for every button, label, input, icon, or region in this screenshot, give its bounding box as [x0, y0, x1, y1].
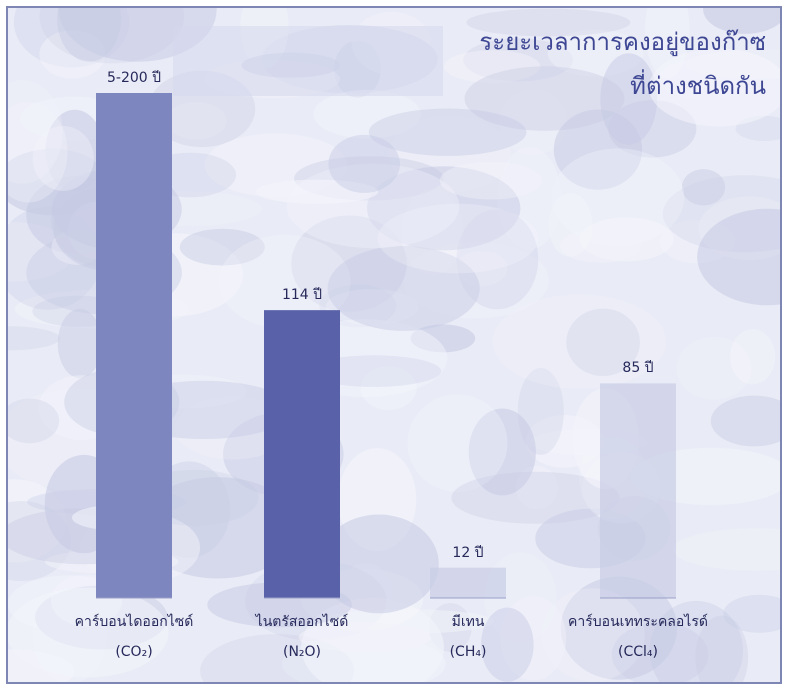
texture-blob	[723, 594, 780, 633]
bar-2	[264, 310, 340, 598]
value-label-1: 5-200 ปี	[106, 70, 162, 86]
texture-blob	[286, 163, 460, 249]
texture-blob	[695, 615, 749, 682]
texture-blob	[499, 89, 568, 156]
texture-blob	[407, 394, 508, 492]
texture-blob	[174, 396, 291, 460]
texture-blob	[703, 8, 780, 34]
texture-blob	[165, 102, 227, 140]
category-name-1: คาร์บอนไดออกไซด์	[74, 614, 194, 630]
texture-blob	[439, 161, 543, 200]
texture-blob	[566, 308, 640, 376]
texture-blob	[463, 38, 574, 82]
texture-blob	[560, 229, 641, 263]
texture-blob	[579, 217, 674, 262]
category-name-3: มีเทน	[451, 614, 485, 630]
texture-blob	[318, 514, 439, 614]
texture-blob	[313, 89, 421, 139]
value-label-2: 114 ปี	[281, 287, 323, 304]
texture-blob	[600, 53, 658, 145]
texture-blob	[8, 326, 61, 351]
value-label-4: 85 ปี	[622, 360, 654, 377]
texture-blob	[676, 336, 752, 400]
category-label-4: คาร์บอนเททระคลอไรด์ (CCl₄)	[568, 612, 708, 662]
texture-blob	[218, 234, 351, 329]
texture-blob	[57, 308, 102, 379]
texture-blob	[306, 355, 442, 387]
texture-blob	[468, 408, 536, 496]
texture-blob	[672, 528, 780, 571]
category-formula-3: (CH₄)	[449, 644, 487, 660]
texture-blob	[179, 228, 265, 266]
texture-blob	[367, 166, 521, 251]
category-formula-1: (CO₂)	[115, 644, 153, 660]
texture-blob	[492, 294, 667, 389]
texture-blob	[444, 50, 541, 83]
texture-blob	[8, 80, 63, 184]
texture-blob	[560, 576, 678, 680]
texture-blob	[464, 66, 625, 131]
texture-blob	[137, 477, 298, 579]
texture-blob	[8, 587, 169, 678]
chart-frame: ระยะเวลาการคงอยู่ของก๊าซ ที่ต่างชนิดกัน …	[6, 6, 782, 684]
category-label-1: คาร์บอนไดออกไซด์ (CO₂)	[75, 612, 194, 662]
category-label-3: มีเทน (CH₄)	[450, 612, 487, 662]
texture-blob	[697, 208, 780, 306]
texture-band	[173, 26, 443, 96]
texture-blob	[301, 598, 444, 682]
bar-3	[430, 567, 506, 598]
texture-blob	[327, 245, 480, 331]
category-name-2: ไนตรัสออกไซด์	[255, 614, 349, 630]
texture-blob	[466, 8, 631, 37]
texture-blob	[32, 125, 94, 191]
chart-title-line-2: ที่ต่างชนิดกัน	[630, 72, 766, 100]
texture-blob	[368, 108, 527, 156]
bar-1	[96, 93, 172, 598]
texture-blob	[710, 395, 780, 447]
texture-blob	[648, 48, 780, 127]
texture-blob	[291, 215, 407, 312]
texture-blob	[551, 148, 685, 246]
bar-4	[600, 383, 676, 598]
texture-blob	[8, 398, 60, 444]
category-formula-2: (N₂O)	[282, 644, 322, 660]
texture-blob	[298, 622, 431, 653]
category-label-2: ไนตรัสออกไซด์ (N₂O)	[256, 612, 349, 662]
texture-blob	[481, 607, 534, 682]
texture-blob	[611, 622, 709, 682]
texture-blob	[500, 595, 567, 681]
texture-blob	[649, 600, 743, 682]
texture-blob	[377, 203, 539, 274]
category-name-4: คาร์บอนเททระคลอไรด์	[568, 614, 708, 630]
bar-chart	[96, 93, 676, 599]
chart-title-line-1: ระยะเวลาการคงอยู่ของก๊าซ	[479, 28, 766, 56]
texture-blob	[8, 101, 68, 203]
value-label-3: 12 ปี	[452, 544, 484, 561]
texture-blob	[455, 250, 508, 287]
texture-blob	[57, 8, 122, 62]
category-formula-4: (CCl₄)	[618, 644, 658, 660]
texture-blob	[325, 289, 419, 325]
texture-blob	[681, 169, 726, 206]
texture-blob	[541, 588, 645, 682]
texture-blob	[730, 329, 776, 385]
texture-blob	[318, 609, 494, 634]
texture-blob	[39, 8, 185, 64]
texture-blob	[328, 134, 401, 193]
texture-blob	[255, 179, 379, 204]
texture-blob	[451, 471, 620, 524]
texture-blob	[645, 8, 690, 79]
